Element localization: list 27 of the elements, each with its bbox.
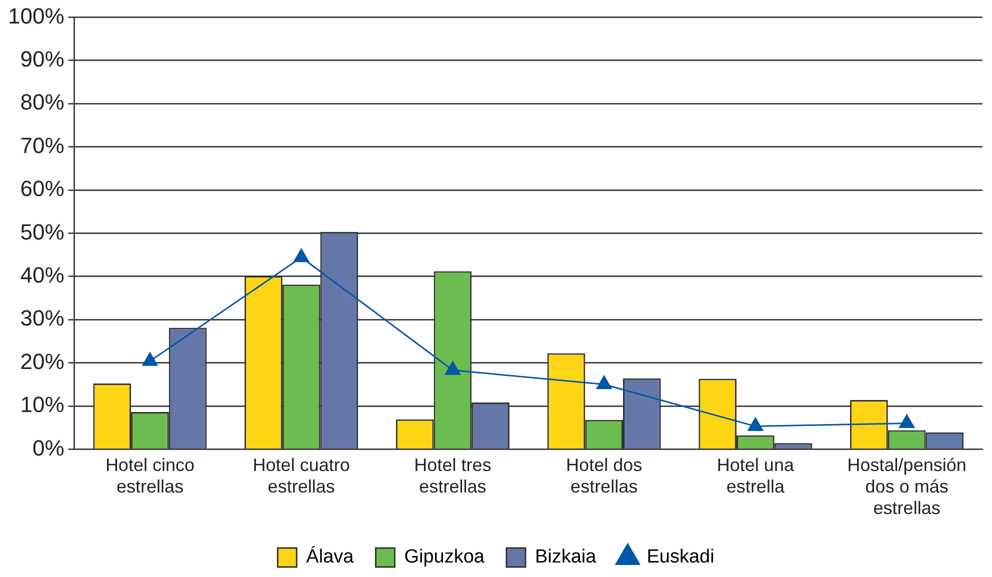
legend-label: Euskadi (646, 546, 714, 568)
y-tick-label: 90% (20, 46, 64, 72)
point (899, 414, 914, 428)
x-tick-label: Hotel dos estrellas (566, 454, 642, 497)
legend-label: Gipuzkoa (404, 546, 485, 568)
point (142, 352, 158, 366)
x-tick-label: Hotel una estrella (716, 454, 795, 497)
y-tick-label: 50% (20, 219, 64, 244)
x-tick-label: Hotel tres estrellas (414, 454, 492, 497)
y-tick-label: 100% (8, 3, 64, 28)
y-tick-label: 0% (32, 435, 64, 460)
point (445, 361, 460, 375)
x-tick-label: Hotel cinco estrellas (105, 454, 194, 497)
y-tick-label: 80% (20, 90, 64, 115)
legend-label: Álava (306, 546, 354, 568)
y-tick-label: 70% (20, 132, 64, 158)
y-tick-label: 20% (20, 348, 64, 374)
y-tick-label: 30% (20, 306, 64, 331)
point (596, 376, 612, 390)
point (294, 248, 310, 262)
legend-label: Bizkaia (534, 546, 597, 568)
y-tick-label: 10% (20, 392, 64, 418)
y-tick-label: 40% (20, 262, 64, 288)
point (748, 418, 764, 432)
x-tick-label: Hostal/pensión dos o más estrellas (847, 454, 966, 518)
y-tick-label: 60% (20, 176, 64, 202)
x-tick-label: Hotel cuatro estrellas (252, 454, 350, 497)
